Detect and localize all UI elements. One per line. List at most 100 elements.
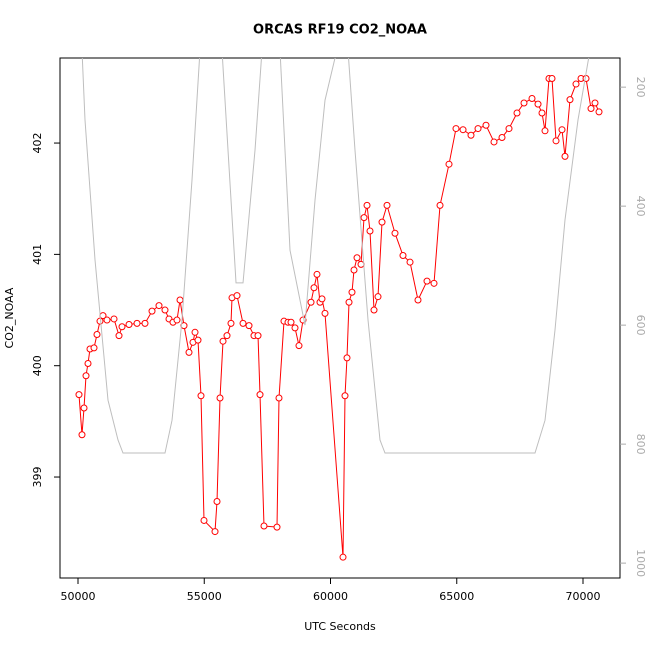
data-point: [148, 307, 156, 315]
x-tick-label: 70000: [566, 590, 601, 603]
data-point: [291, 324, 299, 332]
data-point: [287, 318, 295, 326]
data-point: [273, 523, 281, 531]
y-axis-label: CO2_NOAA: [3, 287, 16, 348]
y2-tick-label: 600: [634, 315, 647, 336]
y2-tick-label: 200: [634, 77, 647, 98]
x-tick-label: 65000: [439, 590, 474, 603]
data-point: [474, 125, 482, 133]
data-point: [363, 201, 371, 209]
data-point: [445, 160, 453, 168]
data-point: [591, 99, 599, 107]
data-point: [200, 516, 208, 524]
data-point: [528, 95, 536, 103]
data-point: [378, 218, 386, 226]
data-point: [520, 99, 528, 107]
plot-area: [75, 58, 603, 561]
data-point: [430, 279, 438, 287]
data-point: [534, 100, 542, 108]
data-point: [538, 109, 546, 117]
x-tick-label: 55000: [187, 590, 222, 603]
data-point: [572, 80, 580, 88]
data-point: [561, 152, 569, 160]
x-axis-label: UTC Seconds: [304, 620, 376, 633]
data-point: [343, 354, 351, 362]
y2-tick-label: 1000: [634, 549, 647, 577]
data-point: [194, 336, 202, 344]
data-point: [374, 293, 382, 301]
data-point: [370, 306, 378, 314]
data-point: [548, 74, 556, 82]
data-point: [155, 302, 163, 310]
data-point: [467, 131, 475, 139]
data-point: [498, 133, 506, 141]
y-tick-label: 401: [31, 244, 44, 265]
data-point: [213, 498, 221, 506]
data-point: [256, 391, 264, 399]
x-tick-label: 50000: [61, 590, 96, 603]
data-point: [339, 553, 347, 561]
x-tick-label: 60000: [313, 590, 348, 603]
data-point: [173, 316, 181, 324]
data-point: [260, 522, 268, 530]
data-point: [414, 296, 422, 304]
data-point: [161, 306, 169, 314]
data-point: [78, 431, 86, 439]
data-point: [482, 121, 490, 129]
data-point: [595, 108, 603, 116]
data-point: [110, 315, 118, 323]
data-point: [552, 137, 560, 145]
data-point: [82, 372, 90, 380]
data-point: [399, 251, 407, 259]
data-point: [185, 348, 193, 356]
data-point: [295, 342, 303, 350]
data-point: [275, 394, 283, 402]
data-point: [353, 254, 361, 262]
data-point: [141, 319, 149, 327]
y-tick-label: 402: [31, 133, 44, 154]
y2-tick-label: 800: [634, 434, 647, 455]
data-point: [313, 270, 321, 278]
data-point: [84, 359, 92, 367]
data-point: [383, 201, 391, 209]
data-point: [223, 332, 231, 340]
series-line: [81, 58, 590, 454]
data-point: [490, 138, 498, 146]
data-point: [360, 214, 368, 222]
data-point: [541, 127, 549, 135]
data-point: [318, 295, 326, 303]
data-point: [219, 337, 227, 345]
data-point: [115, 332, 123, 340]
series-line: [78, 77, 600, 558]
data-point: [93, 331, 101, 339]
data-point: [103, 316, 111, 324]
data-point: [423, 277, 431, 285]
data-point: [90, 344, 98, 352]
data-point: [350, 266, 358, 274]
data-point: [307, 298, 315, 306]
y-tick-label: 400: [31, 355, 44, 376]
data-point: [436, 201, 444, 209]
data-point: [310, 284, 318, 292]
data-point: [239, 319, 247, 327]
data-point: [406, 258, 414, 266]
data-point: [341, 392, 349, 400]
data-point: [366, 227, 374, 235]
data-point: [75, 391, 83, 399]
data-point: [133, 319, 141, 327]
data-point: [348, 288, 356, 296]
data-point: [176, 296, 184, 304]
data-point: [245, 322, 253, 330]
data-point: [254, 332, 262, 340]
data-point: [211, 528, 219, 536]
data-point: [118, 323, 126, 331]
y-tick-label: 399: [31, 467, 44, 488]
data-point: [321, 309, 329, 317]
data-point: [216, 394, 224, 402]
data-point: [587, 105, 595, 113]
chart-title: ORCAS RF19 CO2_NOAA: [253, 23, 427, 38]
plot-frame: [59, 57, 621, 579]
data-point: [391, 229, 399, 237]
data-point: [582, 74, 590, 82]
